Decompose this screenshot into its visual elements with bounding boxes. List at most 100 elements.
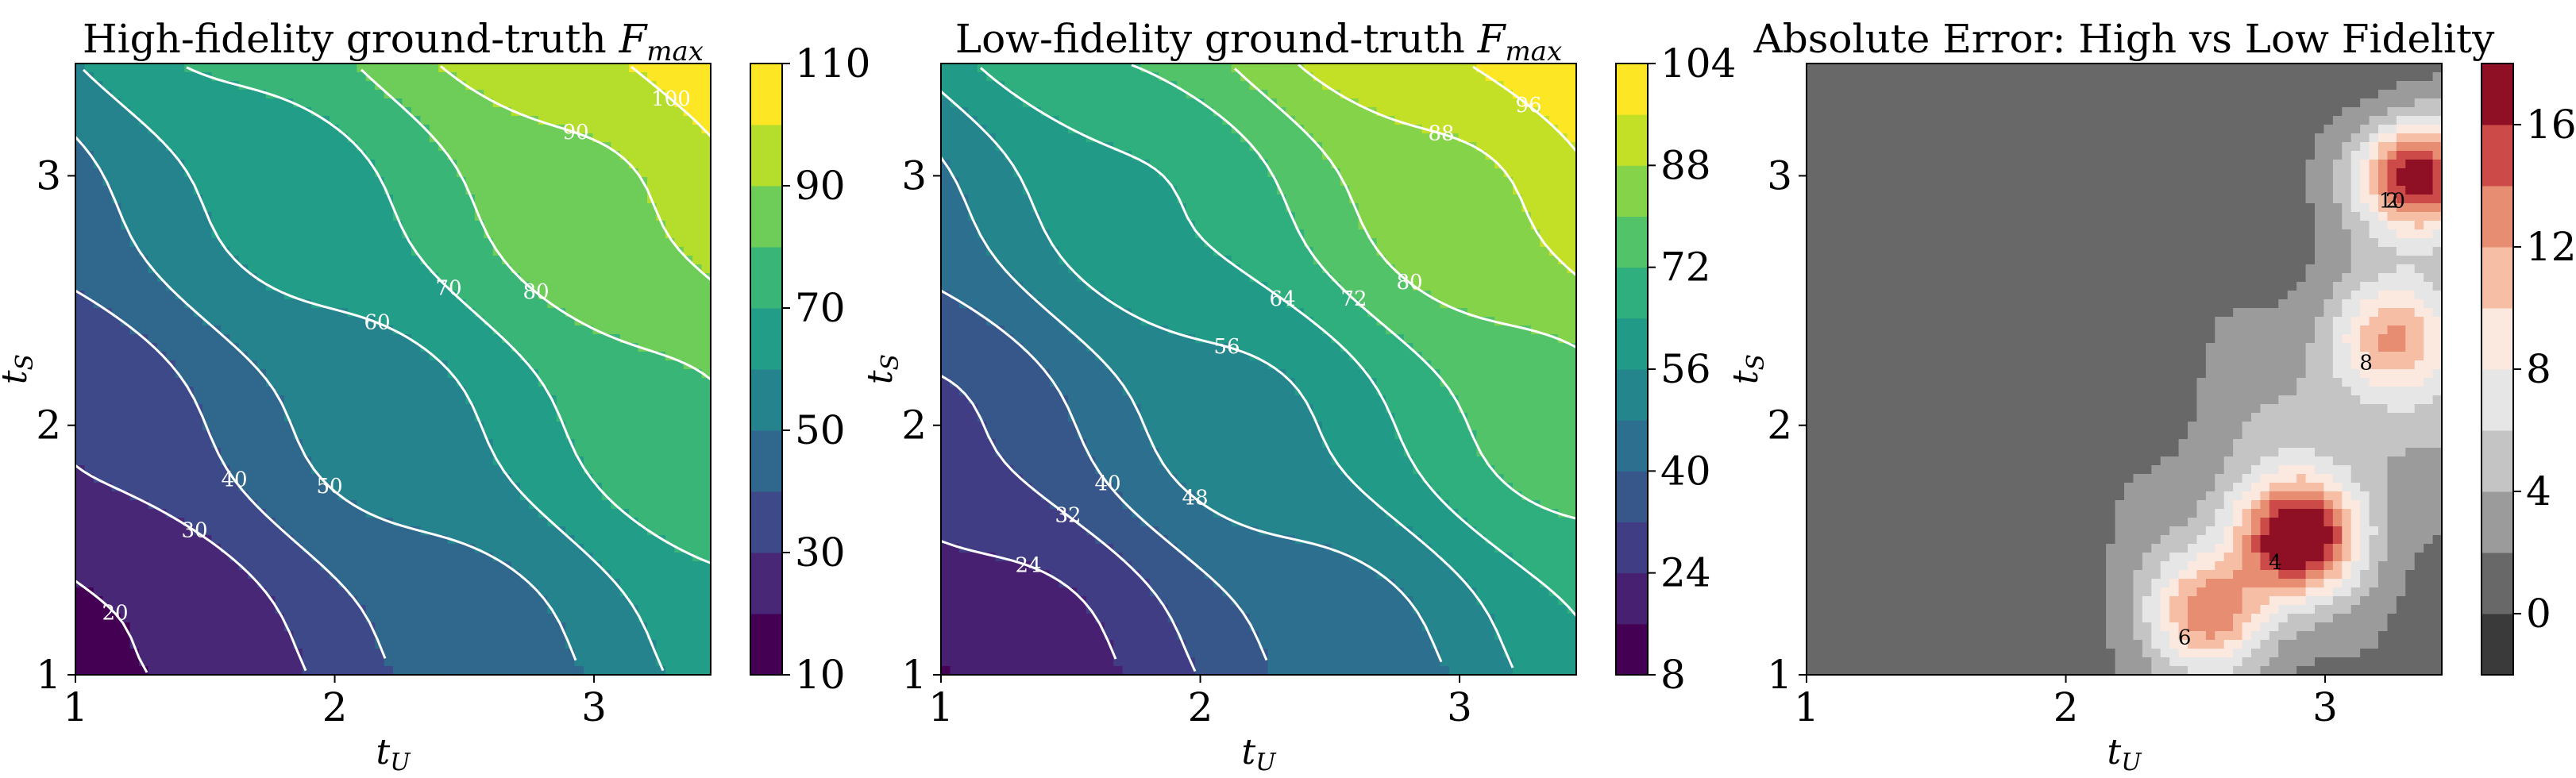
contour-cell (338, 116, 348, 125)
contour-cell (420, 666, 430, 676)
contour-cell (547, 500, 557, 510)
contour-cell (702, 518, 711, 527)
contour-cell (94, 509, 103, 518)
contour-cell (229, 587, 239, 597)
contour-cell (84, 605, 94, 614)
contour-cell (121, 282, 130, 291)
contour-cell (638, 456, 648, 466)
contour-cell (229, 212, 239, 221)
contour-cell (311, 666, 321, 676)
contour-cell (665, 221, 675, 230)
contour-cell (357, 125, 366, 134)
contour-cell (112, 587, 121, 597)
contour-cell (638, 352, 648, 361)
contour-cell (538, 413, 548, 422)
contour-cell (321, 64, 330, 73)
contour-cell (656, 430, 665, 440)
contour-cell (584, 229, 593, 239)
contour-cell (375, 264, 384, 274)
contour-cell (130, 317, 140, 326)
contour-cell (665, 649, 675, 658)
contour-cell (112, 430, 121, 440)
contour-cell (330, 500, 339, 510)
contour-cell (647, 177, 657, 187)
contour-cell (493, 509, 503, 518)
contour-cell (647, 596, 657, 606)
contour-cell (221, 649, 230, 658)
contour-cell (75, 229, 85, 239)
contour-cell (266, 544, 276, 553)
contour-cell (121, 422, 130, 431)
contour-cell (538, 325, 548, 335)
contour-cell (438, 544, 448, 553)
contour-cell (538, 631, 548, 641)
contour-cell (366, 334, 376, 344)
contour-cell (293, 474, 303, 483)
contour-cell (266, 430, 276, 440)
contour-cell (84, 212, 94, 221)
contour-cell (638, 500, 648, 510)
contour-cell (420, 430, 430, 440)
contour-cell (575, 614, 584, 623)
contour-cell (112, 151, 121, 160)
contour-cell (175, 116, 185, 125)
contour-cell (529, 264, 538, 274)
contour-cell (638, 465, 648, 475)
contour-cell (674, 430, 684, 440)
contour-cell (684, 570, 693, 580)
contour-cell (493, 64, 503, 73)
contour-cell (166, 544, 175, 553)
contour-cell (692, 81, 702, 91)
contour-cell (94, 151, 103, 160)
contour-cell (384, 116, 394, 125)
contour-cell (529, 649, 538, 658)
contour-cell (194, 352, 203, 361)
contour-cell (194, 221, 203, 230)
contour-cell (75, 369, 85, 379)
contour-cell (529, 334, 538, 344)
contour-cell (584, 308, 593, 318)
contour-cell (520, 203, 530, 213)
contour-cell (692, 439, 702, 449)
contour-cell (357, 535, 366, 545)
contour-cell (321, 325, 330, 335)
contour-cell (202, 81, 212, 91)
contour-cell (402, 194, 411, 204)
contour-cell (438, 518, 448, 527)
contour-cell (330, 282, 339, 291)
contour-cell (266, 221, 276, 230)
contour-cell (565, 256, 575, 265)
contour-cell (684, 474, 693, 483)
contour-cell (330, 151, 339, 160)
contour-cell (565, 212, 575, 221)
contour-cell (229, 125, 239, 134)
contour-cell (629, 177, 638, 187)
contour-cell (629, 649, 638, 658)
contour-cell (338, 640, 348, 649)
contour-cell (75, 395, 85, 405)
contour-cell (211, 168, 221, 178)
contour-cell (311, 334, 321, 344)
contour-cell (584, 430, 593, 440)
contour-cell (602, 264, 611, 274)
contour-cell (311, 544, 321, 553)
contour-cell (502, 308, 511, 318)
contour-cell (674, 229, 684, 239)
contour-cell (375, 116, 384, 125)
contour-cell (148, 448, 157, 457)
contour-cell (684, 456, 693, 466)
contour-cell (248, 168, 257, 178)
contour-cell (465, 282, 475, 291)
contour-cell (484, 116, 493, 125)
contour-cell (184, 352, 194, 361)
contour-cell (384, 98, 394, 108)
contour-cell (602, 168, 611, 178)
contour-cell (75, 640, 85, 649)
contour-cell (357, 422, 366, 431)
contour-cell (284, 614, 294, 623)
contour-cell (448, 229, 457, 239)
contour-cell (102, 413, 112, 422)
contour-cell (638, 553, 648, 562)
contour-cell (547, 422, 557, 431)
contour-cell (402, 160, 411, 169)
